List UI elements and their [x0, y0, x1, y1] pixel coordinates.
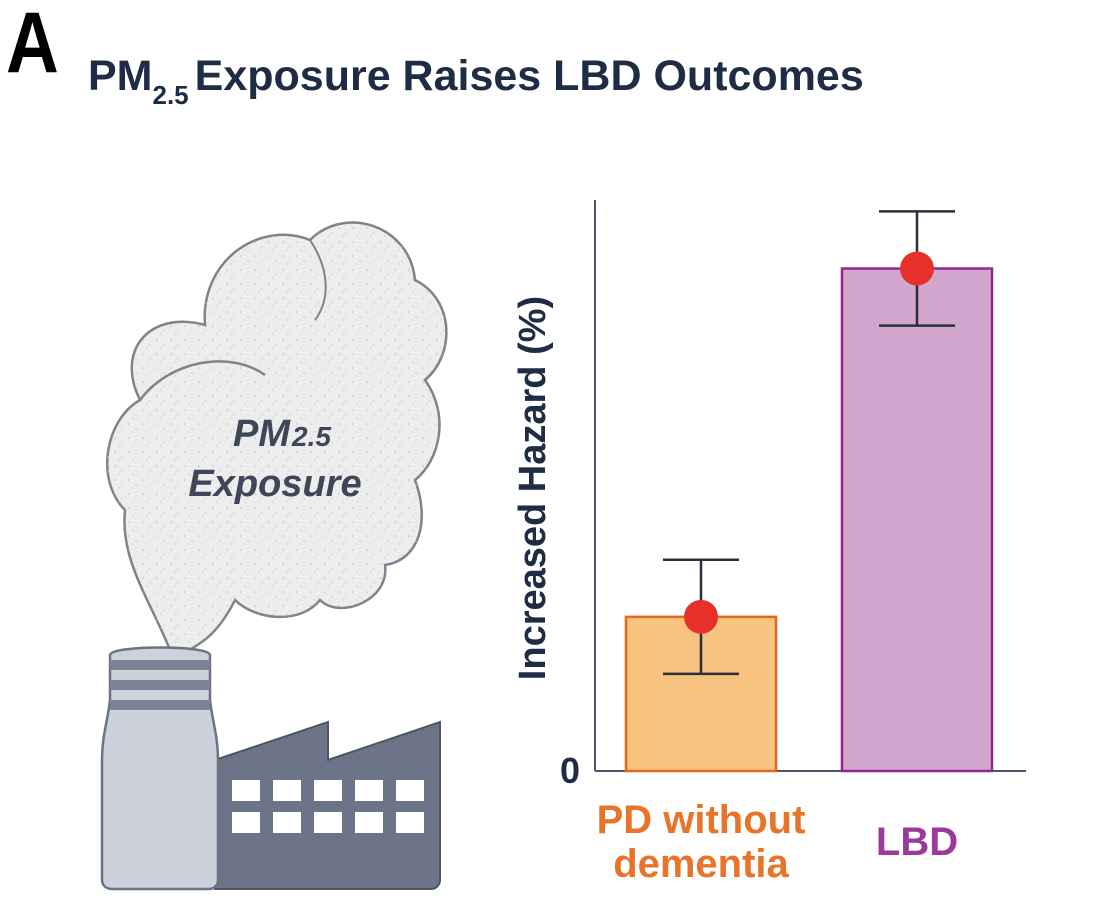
title-subscript: 2.5: [152, 80, 189, 110]
smoke-cloud: [105, 221, 448, 652]
category-label-pd-without-dementia: PD without dementia: [551, 798, 851, 886]
category-label-line: dementia: [613, 842, 789, 886]
factory-icon: [100, 646, 441, 891]
bar-lbd: [840, 267, 994, 773]
cloud-label-line1: PM2.5: [233, 413, 331, 455]
point-lbd: [900, 251, 934, 286]
panel-letter: A: [6, 0, 59, 91]
cloud-label-line2: Exposure: [188, 463, 361, 505]
bar-chart: 0 Increased Hazard (%): [512, 200, 1026, 791]
title-suffix: Exposure Raises LBD Outcomes: [194, 52, 864, 100]
category-label-line: PD without: [596, 798, 806, 842]
y-axis-label: Increased Hazard (%): [512, 296, 554, 680]
chart-title: PM2.5 Exposure Raises LBD Outcomes: [88, 52, 864, 110]
category-label-lbd: LBD: [767, 820, 1067, 864]
category-label-line: LBD: [875, 820, 959, 864]
point-pd-without-dementia: [684, 599, 718, 634]
title-prefix: PM: [88, 52, 153, 100]
y-tick-label-0: 0: [560, 750, 580, 791]
